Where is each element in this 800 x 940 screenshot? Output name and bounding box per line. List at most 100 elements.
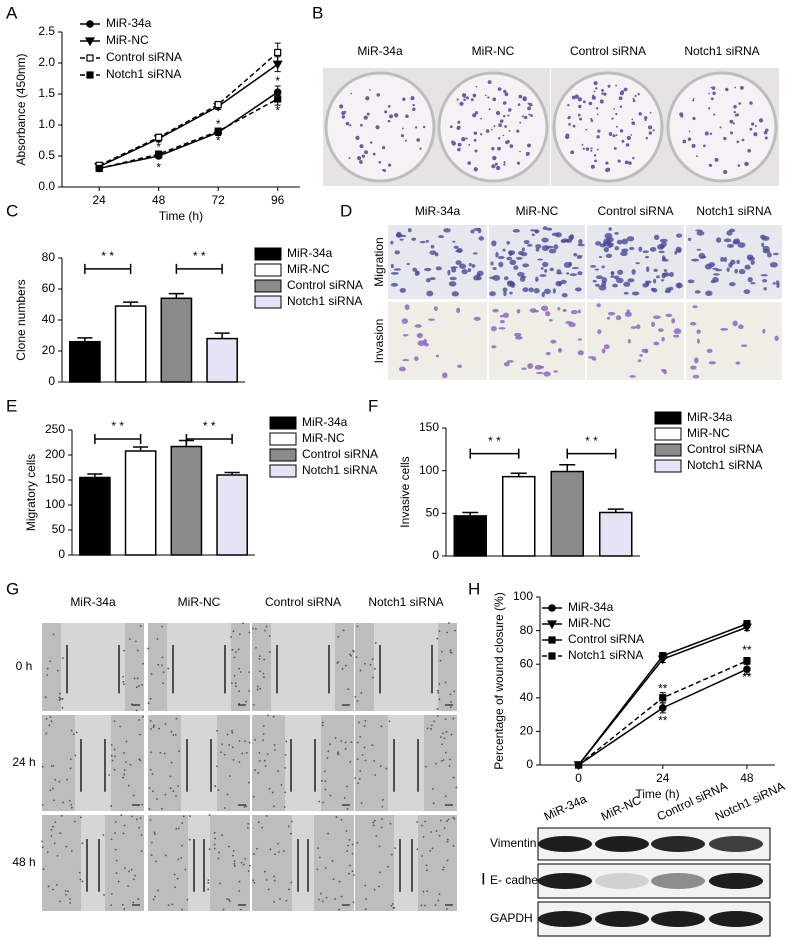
cell	[641, 348, 648, 353]
cell	[425, 765, 427, 768]
cell	[217, 857, 220, 860]
cell	[318, 898, 320, 901]
cell	[615, 315, 622, 321]
y-axis-label: Absorbance (450nm)	[14, 53, 28, 165]
cell	[539, 274, 547, 277]
cell	[701, 255, 707, 259]
significance-bracket	[175, 263, 223, 274]
panel-label: C	[6, 201, 18, 220]
cell	[390, 272, 399, 275]
cell	[690, 365, 697, 370]
cell	[124, 867, 126, 870]
cell	[351, 852, 354, 855]
series-line	[98, 63, 279, 168]
cell	[254, 738, 256, 741]
cell	[673, 328, 682, 335]
series-line	[99, 91, 279, 170]
cell	[49, 716, 52, 718]
colony	[595, 87, 598, 90]
cell	[277, 851, 280, 853]
cell	[61, 657, 64, 660]
cell	[617, 269, 624, 275]
cell	[473, 316, 481, 321]
cell	[568, 234, 574, 241]
cell	[113, 748, 116, 751]
cell	[661, 337, 665, 342]
colony	[416, 138, 420, 142]
cell	[233, 674, 236, 677]
cell	[103, 894, 105, 896]
colony	[581, 143, 584, 146]
colony	[339, 104, 344, 109]
cell	[350, 654, 353, 657]
colony	[508, 108, 512, 112]
colony	[507, 114, 510, 117]
cell	[346, 808, 349, 810]
colony	[688, 130, 691, 133]
cell	[723, 238, 732, 243]
cell	[254, 627, 257, 630]
colony	[363, 115, 368, 120]
cell	[762, 245, 770, 252]
cell	[181, 822, 184, 825]
cell	[344, 748, 347, 750]
cell	[262, 739, 264, 741]
cell	[234, 682, 237, 685]
cell	[131, 815, 134, 818]
cell	[317, 847, 320, 850]
colony	[628, 161, 632, 165]
colony	[626, 135, 631, 141]
row-label: Vimentin	[490, 836, 536, 850]
y-tick-label: 1.5	[38, 86, 55, 100]
cell	[228, 898, 230, 901]
cell	[81, 842, 84, 845]
cell	[726, 267, 730, 272]
cell	[608, 227, 612, 231]
cell	[436, 637, 439, 640]
colony	[619, 129, 624, 133]
cell	[456, 307, 461, 314]
cell	[50, 720, 53, 723]
cell	[154, 833, 156, 836]
cell	[245, 805, 248, 808]
cell	[247, 870, 250, 872]
cell	[119, 725, 121, 728]
cell	[279, 898, 281, 900]
cell	[207, 881, 210, 884]
band	[709, 836, 763, 852]
data-point	[214, 100, 222, 109]
cell	[424, 343, 429, 347]
cell	[324, 780, 327, 783]
cell	[477, 227, 482, 234]
cell	[285, 740, 288, 743]
cell	[743, 289, 751, 295]
cell	[433, 306, 438, 312]
bar	[114, 305, 147, 383]
cell	[125, 740, 128, 743]
cell	[121, 903, 124, 906]
cell	[398, 366, 406, 372]
cell	[113, 720, 116, 723]
cell	[590, 265, 597, 268]
cell	[452, 240, 456, 243]
cell	[45, 718, 48, 720]
cell	[380, 725, 383, 728]
cell	[239, 908, 242, 911]
colony	[528, 113, 531, 116]
cell	[437, 691, 440, 694]
cell	[490, 325, 497, 332]
colony	[459, 101, 464, 106]
cell	[746, 254, 754, 260]
cell	[696, 248, 702, 251]
data-point	[658, 704, 667, 712]
colony	[585, 128, 588, 131]
cell	[136, 677, 139, 680]
colony	[503, 89, 507, 94]
cell	[252, 627, 254, 630]
dish	[552, 71, 664, 183]
cell	[363, 725, 366, 727]
cell	[161, 664, 163, 667]
cell	[177, 827, 180, 830]
panel-label: E	[6, 396, 17, 415]
cell	[424, 904, 426, 907]
